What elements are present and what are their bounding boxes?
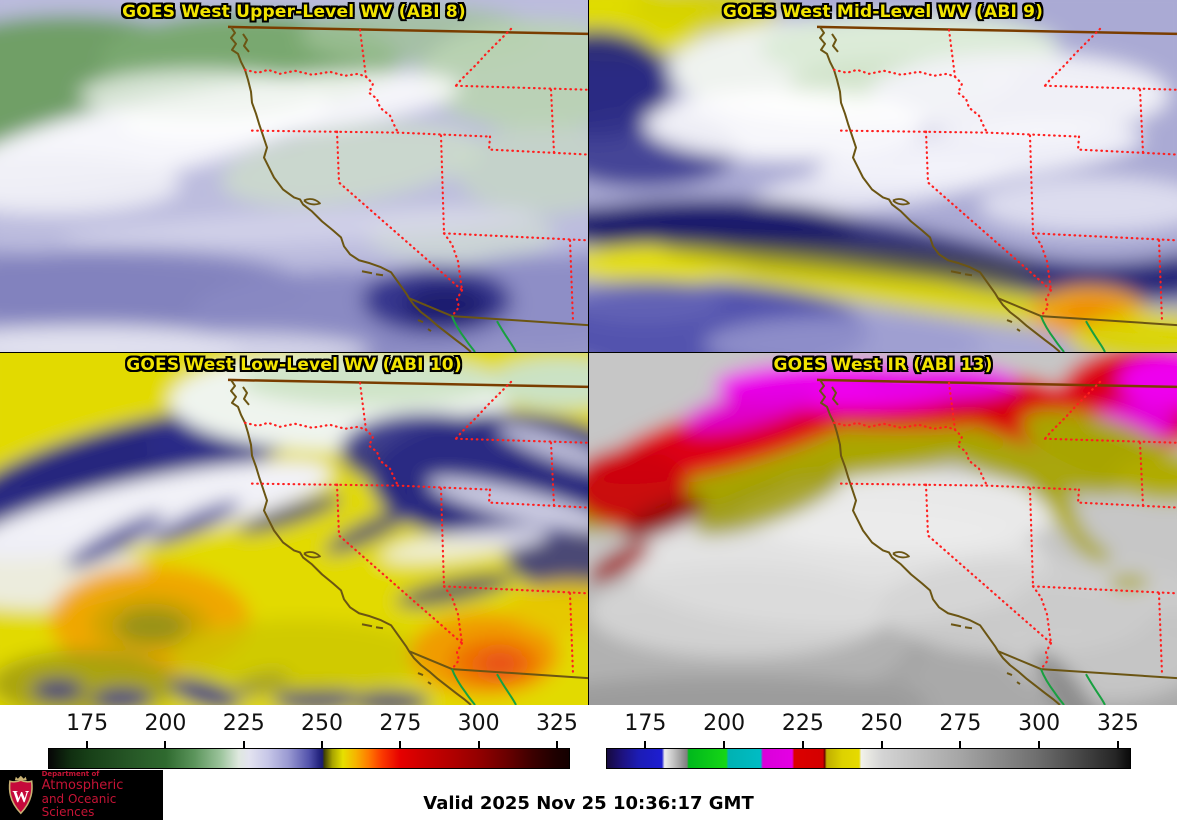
colorbar-tick-label: 275: [379, 711, 422, 736]
colorbar-tick-label: 225: [781, 711, 824, 736]
colorbar-tick-mark: [86, 741, 89, 748]
panel-abi9: GOES West Mid-Level WV (ABI 9): [589, 0, 1177, 352]
colorbar-tick-mark: [242, 741, 245, 748]
colorbar-tick-label: 175: [624, 711, 667, 736]
colorbar-tick-mark: [399, 741, 402, 748]
colorbar-tick-mark: [164, 741, 167, 748]
panel-abi10: GOES West Low-Level WV (ABI 10): [0, 353, 588, 705]
abi13-satellite-imagery: [589, 353, 1177, 705]
colorbar-tick-label: 250: [860, 711, 903, 736]
logo-text: Department of Atmospheric and Oceanic Sc…: [41, 769, 163, 819]
colorbar-tick-label: 300: [1018, 711, 1061, 736]
ir-colorbar: 175 200 225 250 275 300 325: [606, 707, 1139, 773]
colorbar-tick-label: 275: [939, 711, 982, 736]
colorbar-tick-mark: [801, 741, 804, 748]
panel-abi13: GOES West IR (ABI 13): [589, 353, 1177, 705]
wv-colorbar-gradient: [48, 748, 570, 769]
wv-colorbar-tick-marks: [48, 741, 570, 748]
colorbar-tick-label: 325: [535, 711, 578, 736]
colorbar-tick-mark: [321, 741, 324, 748]
panel-abi10-title: GOES West Low-Level WV (ABI 10): [126, 355, 462, 375]
ir-colorbar-gradient: [606, 748, 1131, 769]
colorbar-tick-label: 225: [222, 711, 265, 736]
abi8-satellite-imagery: [0, 0, 588, 352]
panel-abi13-title: GOES West IR (ABI 13): [773, 355, 993, 375]
uw-crest-icon: W: [8, 775, 33, 815]
ir-colorbar-tick-labels: 175 200 225 250 275 300 325: [606, 707, 1139, 741]
wv-colorbar: 175 200 225 250 275 300 325: [48, 707, 578, 773]
colorbar-tick-label: 175: [66, 711, 109, 736]
logo-dept-line: Department of: [41, 769, 100, 778]
colorbar-tick-mark: [880, 741, 883, 748]
crest-letter: W: [12, 787, 29, 806]
colorbar-tick-label: 200: [703, 711, 746, 736]
abi10-satellite-imagery: [0, 353, 588, 705]
panel-abi8-title: GOES West Upper-Level WV (ABI 8): [122, 2, 466, 22]
logo-line-2: and Oceanic Sciences: [41, 791, 117, 819]
colorbar-tick-label: 300: [457, 711, 500, 736]
uw-aos-logo: W Department of Atmospheric and Oceanic …: [0, 770, 163, 820]
colorbar-tick-label: 325: [1096, 711, 1139, 736]
logo-line-1: Atmospheric: [41, 777, 124, 793]
abi9-satellite-imagery: [589, 0, 1177, 352]
quad-panel-grid: GOES West Upper-Level WV (ABI 8): [0, 0, 1177, 705]
panel-abi8: GOES West Upper-Level WV (ABI 8): [0, 0, 588, 352]
footer: 175 200 225 250 275 300 325 175 200 225 250 275 300…: [0, 705, 1177, 820]
colorbar-tick-mark: [1116, 741, 1119, 748]
colorbar-tick-mark: [1038, 741, 1041, 748]
colorbar-tick-label: 250: [301, 711, 344, 736]
colorbar-tick-mark: [644, 741, 647, 748]
panel-abi9-title: GOES West Mid-Level WV (ABI 9): [722, 2, 1044, 22]
colorbar-tick-mark: [477, 741, 480, 748]
ir-colorbar-tick-marks: [606, 741, 1131, 748]
colorbar-tick-mark: [555, 741, 558, 748]
wv-colorbar-tick-labels: 175 200 225 250 275 300 325: [48, 707, 578, 741]
colorbar-tick-label: 200: [144, 711, 187, 736]
valid-time-label: Valid 2025 Nov 25 10:36:17 GMT: [423, 793, 754, 814]
colorbar-tick-mark: [959, 741, 962, 748]
colorbar-tick-mark: [723, 741, 726, 748]
